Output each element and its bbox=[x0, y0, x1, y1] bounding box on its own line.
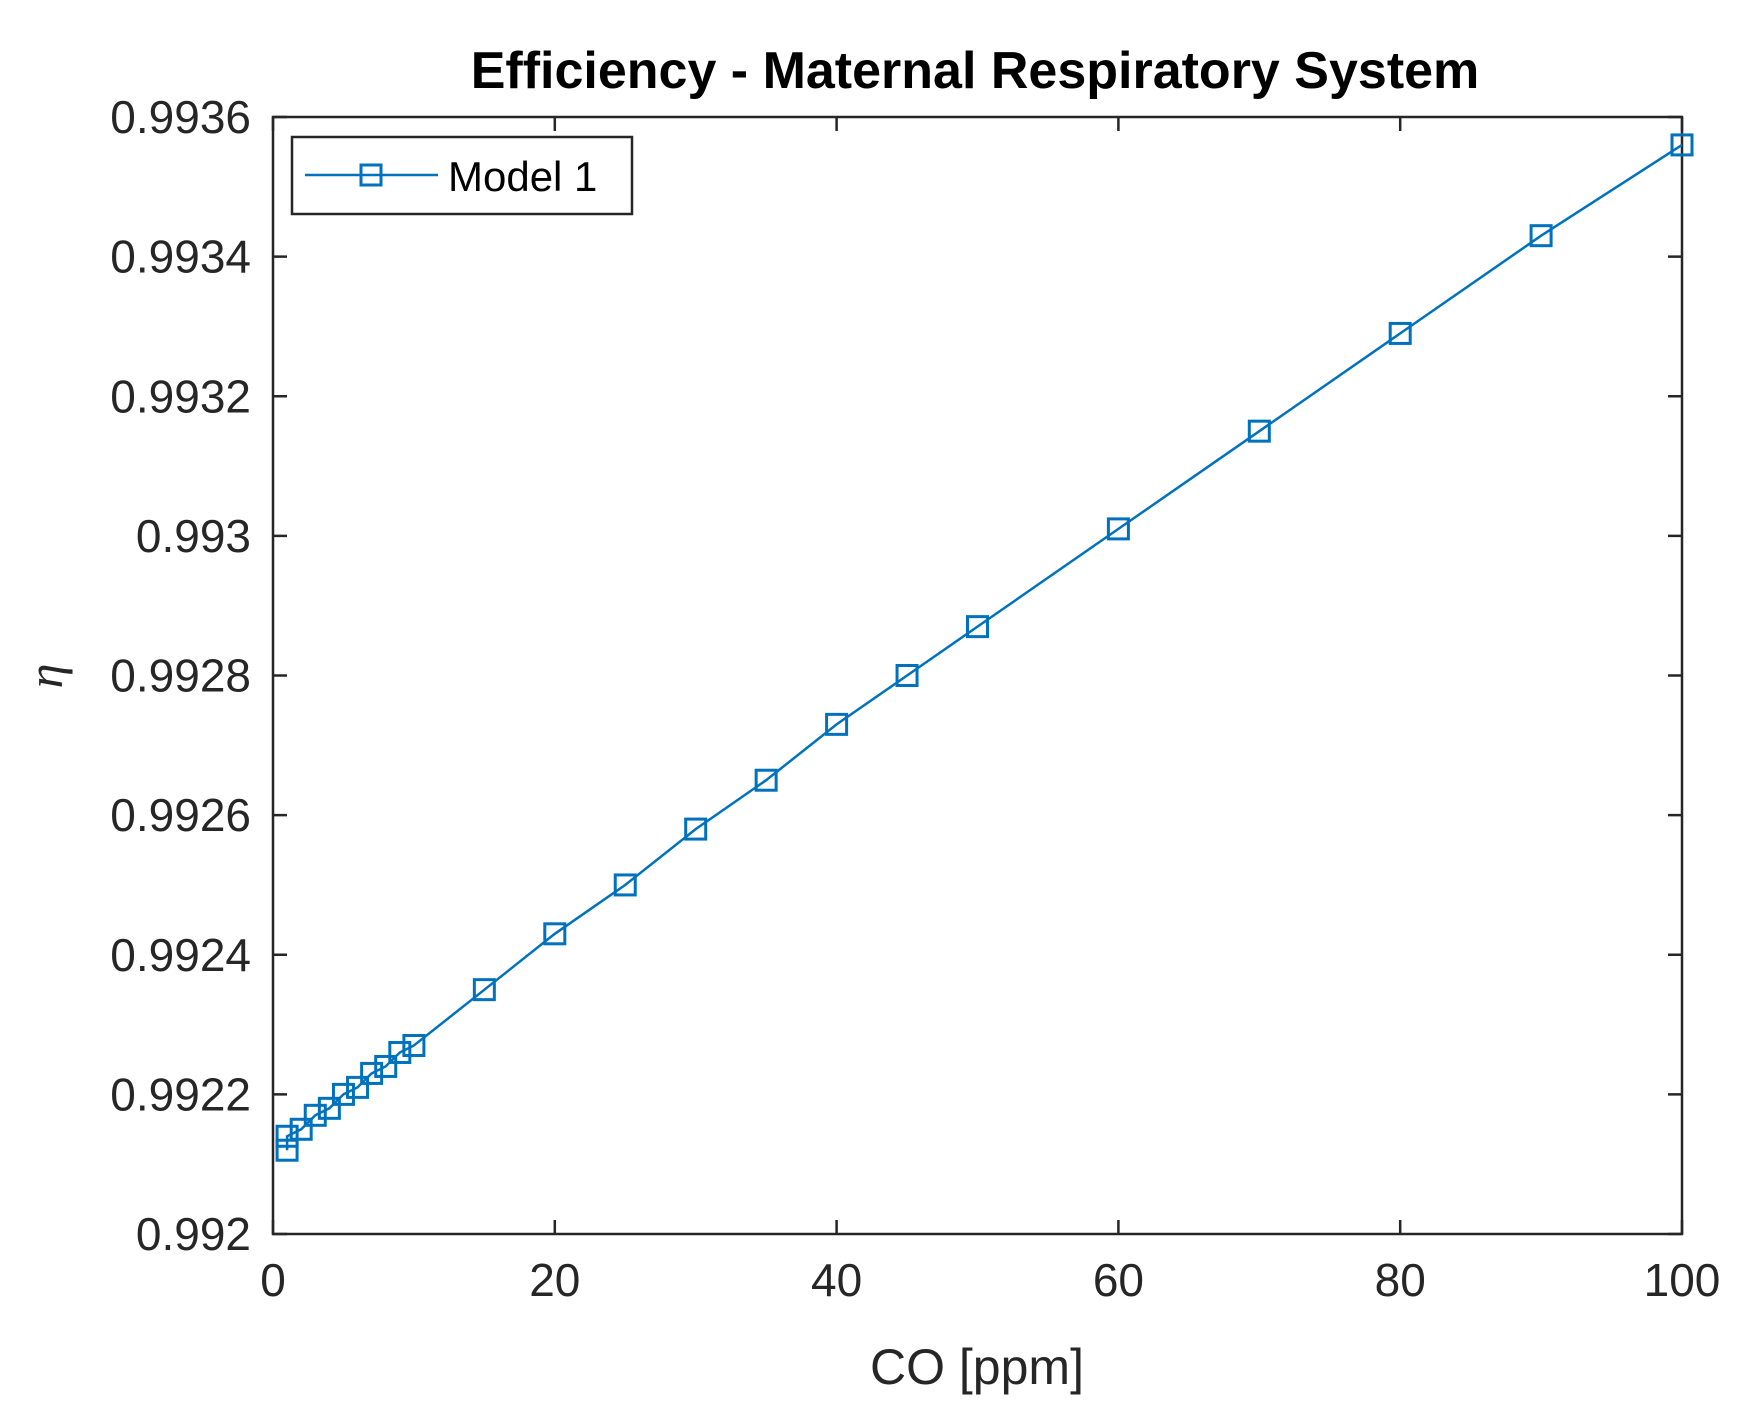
data-point-marker bbox=[1247, 419, 1271, 443]
x-tick-label: 20 bbox=[529, 1254, 580, 1306]
x-axis-ticks: 0 20 40 60 80 100 bbox=[260, 117, 1720, 1306]
plot-area bbox=[271, 115, 1684, 1236]
data-point-marker bbox=[1529, 224, 1553, 248]
y-tick-label: 0.9924 bbox=[110, 929, 251, 981]
data-point-marker bbox=[684, 817, 708, 841]
data-point-marker bbox=[754, 768, 778, 792]
y-axis-ticks: 0.992 0.9922 0.9924 0.9926 0.9928 0.993 0.9932… bbox=[110, 91, 1682, 1260]
data-point-marker bbox=[331, 1082, 355, 1106]
series-line bbox=[285, 143, 1683, 1151]
data-point-marker bbox=[1106, 517, 1130, 541]
data-point-marker bbox=[966, 615, 989, 639]
legend: Model 1 bbox=[290, 135, 634, 216]
data-point-marker bbox=[374, 1054, 398, 1078]
data-point-marker bbox=[895, 664, 919, 687]
y-tick-label: 0.9926 bbox=[110, 789, 251, 841]
y-tick-label: 0.993 bbox=[136, 510, 251, 562]
y-tick-label: 0.9932 bbox=[110, 370, 251, 422]
y-tick-label: 0.992 bbox=[136, 1208, 251, 1260]
data-point-marker bbox=[543, 922, 567, 946]
y-axis-label: η bbox=[17, 664, 73, 689]
data-point-marker bbox=[346, 1075, 370, 1099]
chart-title: Efficiency - Maternal Respiratory System bbox=[471, 42, 1480, 100]
y-tick-label: 0.9922 bbox=[110, 1068, 251, 1120]
data-point-marker bbox=[275, 1124, 299, 1148]
data-point-marker bbox=[1670, 133, 1694, 157]
x-axis-label: CO [ppm] bbox=[870, 1339, 1084, 1395]
data-point-marker bbox=[613, 873, 637, 897]
data-point-marker bbox=[825, 712, 849, 736]
data-point-marker bbox=[317, 1096, 341, 1120]
data-point-marker bbox=[303, 1103, 327, 1127]
data-point-marker bbox=[472, 978, 496, 1002]
data-point-marker bbox=[289, 1117, 313, 1141]
data-point-marker bbox=[388, 1040, 412, 1064]
x-tick-label: 40 bbox=[811, 1254, 862, 1306]
legend-label: Model 1 bbox=[448, 153, 597, 200]
data-point-marker bbox=[402, 1034, 426, 1058]
series-layer bbox=[275, 133, 1694, 1162]
y-tick-label: 0.9928 bbox=[110, 650, 251, 702]
x-tick-label: 60 bbox=[1093, 1254, 1144, 1306]
data-point-marker bbox=[1388, 321, 1412, 345]
y-tick-label: 0.9936 bbox=[110, 91, 251, 143]
y-tick-label: 0.9934 bbox=[110, 231, 251, 283]
data-point-marker bbox=[360, 1061, 384, 1085]
data-point-marker bbox=[275, 1138, 299, 1162]
legend-square-marker bbox=[359, 163, 383, 187]
x-tick-label: 100 bbox=[1644, 1254, 1721, 1306]
x-tick-label: 80 bbox=[1375, 1254, 1426, 1306]
x-tick-label: 0 bbox=[260, 1254, 286, 1306]
